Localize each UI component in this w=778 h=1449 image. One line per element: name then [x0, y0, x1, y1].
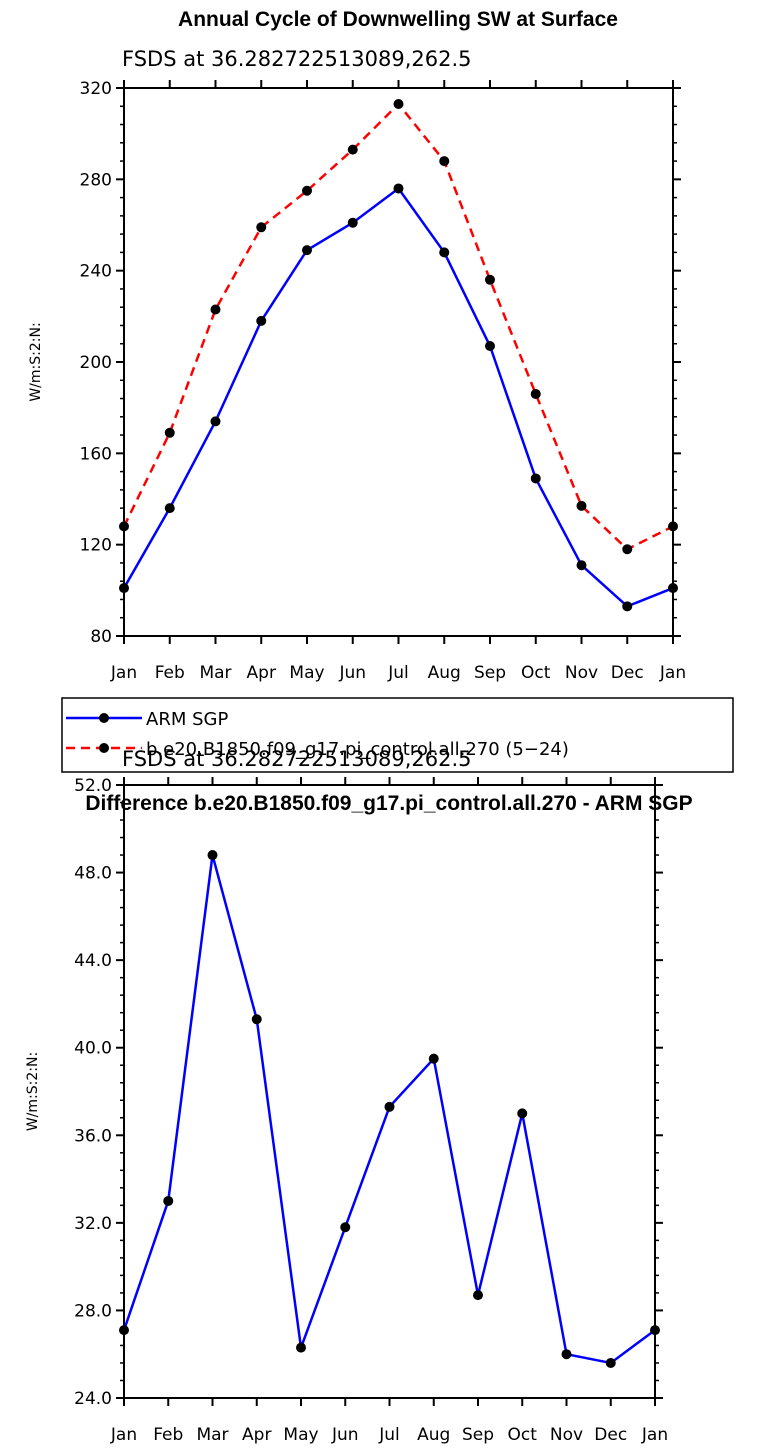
series-line-0: [122, 186, 674, 608]
y-tick-label: 80: [90, 627, 112, 647]
data-point: [576, 560, 587, 571]
data-point: [530, 473, 541, 484]
data-point: [650, 1325, 660, 1336]
chart-title: Annual Cycle of Downwelling SW at Surfac…: [178, 8, 618, 31]
data-point: [251, 1014, 262, 1025]
x-tick-label: Sep: [474, 663, 506, 683]
x-tick-label: Jul: [378, 1425, 400, 1445]
data-point: [561, 1349, 572, 1360]
y-tick-label: 52.0: [74, 776, 112, 796]
y-tick-label: 36.0: [74, 1126, 112, 1146]
x-tick-label: Dec: [611, 663, 644, 683]
x-tick-label: Dec: [594, 1425, 627, 1445]
y-tick-label: 320: [80, 79, 112, 99]
data-point: [393, 98, 404, 109]
series-line-1: [122, 102, 674, 551]
x-tick-label: May: [289, 663, 324, 683]
data-point: [439, 247, 450, 258]
x-tick-label: Mar: [199, 663, 231, 683]
x-tick-label: Jan: [110, 663, 137, 683]
data-point: [605, 1357, 616, 1368]
legend-marker: [99, 713, 109, 723]
data-point: [517, 1108, 528, 1119]
data-point: [164, 427, 175, 438]
data-point: [384, 1101, 395, 1112]
data-point: [347, 144, 358, 155]
x-tick-label: Aug: [428, 663, 461, 683]
x-tick-label: Jun: [331, 1425, 359, 1445]
x-tick-label: Apr: [247, 663, 276, 683]
data-point: [207, 850, 218, 861]
data-point: [485, 341, 495, 352]
data-point: [576, 500, 587, 511]
data-point: [622, 544, 633, 555]
data-point: [668, 583, 678, 594]
data-point: [119, 1325, 129, 1336]
x-tick-label: Apr: [242, 1425, 271, 1445]
chart-title: Difference b.e20.B1850.f09_g17.pi_contro…: [85, 792, 692, 815]
y-tick-label: 120: [80, 536, 112, 556]
y-axis-label: W/m:S:2:N:: [25, 1052, 41, 1131]
chart-subtitle: FSDS at 36.282722513089,262.5: [122, 747, 472, 771]
y-tick-label: 280: [80, 170, 112, 190]
data-point: [530, 388, 541, 399]
x-tick-label: Aug: [417, 1425, 450, 1445]
y-tick-label: 44.0: [74, 951, 112, 971]
x-tick-label: May: [283, 1425, 318, 1445]
y-tick-label: 28.0: [74, 1301, 112, 1321]
data-point: [668, 521, 678, 532]
y-tick-label: 240: [80, 262, 112, 282]
data-point: [393, 183, 404, 194]
y-tick-label: 24.0: [74, 1389, 112, 1409]
y-tick-label: 48.0: [74, 864, 112, 884]
legend-label: ARM SGP: [146, 709, 228, 730]
data-point: [340, 1222, 351, 1233]
y-tick-label: 32.0: [74, 1214, 112, 1234]
legend-label: b.e20.B1850.f09_g17.pi_control.all.270 (…: [146, 739, 569, 760]
data-point: [256, 315, 267, 326]
plot-frame: [123, 784, 656, 1399]
x-tick-label: Oct: [521, 663, 551, 683]
data-point: [485, 274, 495, 285]
data-point: [256, 222, 267, 233]
x-tick-label: Nov: [565, 663, 598, 683]
x-tick-label: Jan: [110, 1425, 137, 1445]
data-point: [163, 1195, 174, 1206]
data-point: [439, 156, 450, 167]
plot-frame: [123, 87, 674, 637]
data-point: [473, 1290, 483, 1301]
x-tick-label: Mar: [196, 1425, 228, 1445]
data-point: [210, 416, 221, 427]
y-axis-label: W/m:S:2:N:: [28, 322, 44, 401]
data-point: [296, 1342, 306, 1353]
x-tick-label: Nov: [550, 1425, 583, 1445]
data-point: [347, 217, 358, 228]
x-tick-label: Feb: [155, 663, 185, 683]
x-tick-label: Sep: [462, 1425, 494, 1445]
legend-marker: [99, 743, 109, 753]
x-tick-label: Oct: [508, 1425, 538, 1445]
y-tick-label: 200: [80, 353, 112, 373]
x-tick-label: Feb: [153, 1425, 183, 1445]
x-tick-label: Jul: [387, 663, 409, 683]
data-point: [622, 601, 633, 612]
data-point: [302, 245, 312, 256]
data-point: [210, 304, 221, 315]
y-tick-label: 40.0: [74, 1039, 112, 1059]
data-point: [164, 503, 175, 514]
y-tick-label: 160: [80, 444, 112, 464]
data-point: [119, 521, 129, 532]
x-tick-label: Jun: [338, 663, 366, 683]
chart-subtitle: FSDS at 36.282722513089,262.5: [122, 47, 472, 71]
data-point: [428, 1053, 439, 1064]
data-point: [119, 583, 129, 594]
legend-box: [61, 697, 734, 773]
data-point: [302, 185, 312, 196]
x-tick-label: Jan: [641, 1425, 668, 1445]
x-tick-label: Jan: [659, 663, 686, 683]
